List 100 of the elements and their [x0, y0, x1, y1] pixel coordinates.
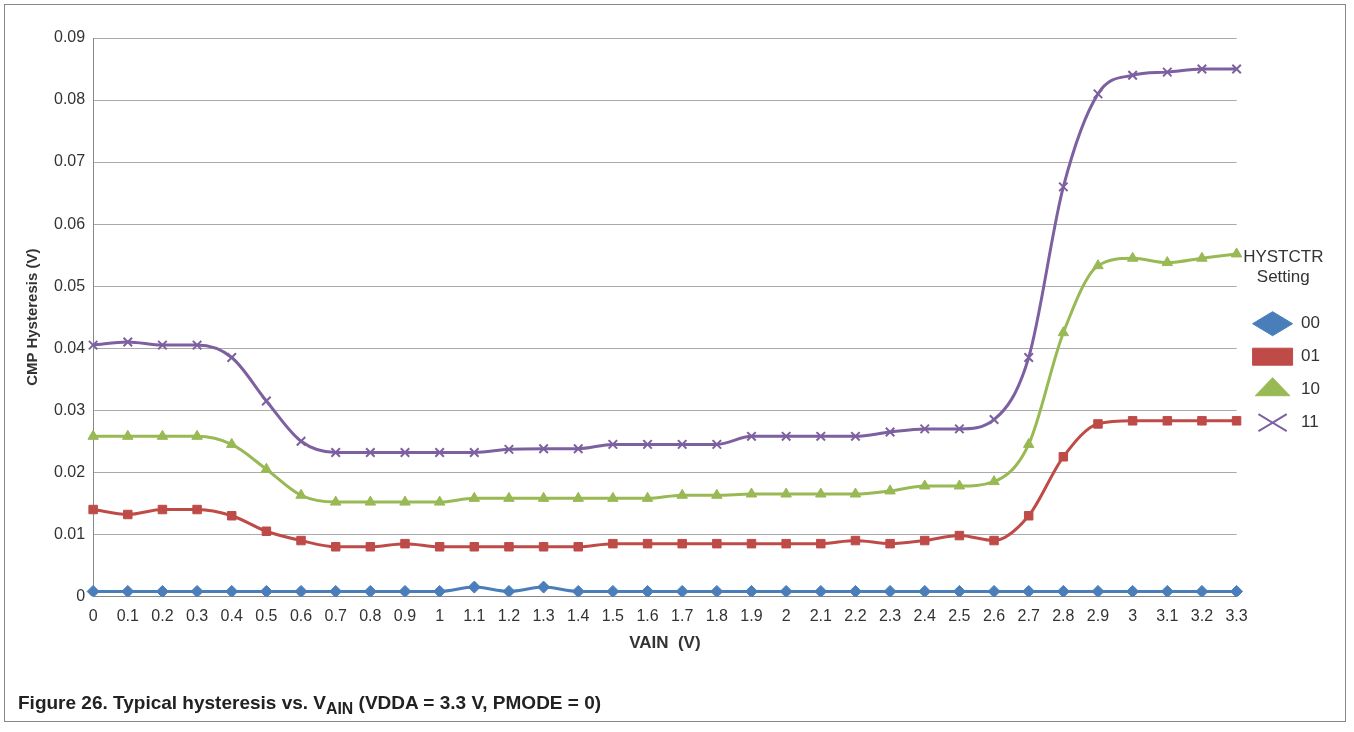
- x-tick-label: 0.2: [151, 607, 174, 625]
- x-tick-label: 0: [88, 607, 98, 625]
- point: [745, 487, 758, 498]
- point: [987, 584, 1001, 597]
- point: [157, 339, 168, 351]
- point: [433, 584, 447, 597]
- point: [1127, 69, 1138, 81]
- point: [1195, 584, 1209, 597]
- point: [294, 584, 308, 597]
- point: [885, 538, 895, 549]
- x-tick-label: 2.3: [878, 607, 902, 625]
- x-tick-label: 1.2: [497, 607, 521, 625]
- point: [780, 431, 792, 442]
- point: [296, 535, 306, 546]
- point: [364, 495, 377, 506]
- point: [156, 429, 169, 440]
- point: [1057, 326, 1070, 337]
- point: [191, 429, 203, 440]
- x-tick-label: 2.2: [844, 607, 867, 625]
- point: [190, 584, 204, 597]
- point: [710, 584, 724, 597]
- point: [744, 584, 758, 597]
- point: [919, 479, 931, 490]
- point: [365, 542, 376, 552]
- point: [226, 437, 238, 448]
- y-tick-label: 0.01: [54, 524, 86, 542]
- point: [433, 495, 446, 506]
- point: [642, 538, 653, 549]
- point: [227, 511, 237, 521]
- y-tick-label: 0.02: [54, 462, 86, 480]
- point: [572, 491, 584, 502]
- x-tick-label: 0.3: [185, 607, 209, 625]
- point: [1091, 584, 1105, 597]
- point: [780, 487, 792, 498]
- x-tick-label: 0.8: [359, 607, 382, 625]
- point: [1230, 584, 1244, 597]
- point: [711, 439, 723, 450]
- point: [123, 509, 133, 520]
- point: [677, 538, 687, 549]
- point: [1196, 63, 1208, 75]
- point: [1160, 584, 1174, 597]
- point: [1197, 416, 1207, 426]
- point: [848, 584, 862, 597]
- point: [814, 584, 828, 597]
- point: [157, 504, 168, 515]
- point: [952, 584, 966, 597]
- point: [607, 491, 619, 502]
- point: [363, 584, 377, 597]
- point: [779, 584, 793, 597]
- point: [920, 535, 930, 546]
- legend-label: 10: [1301, 379, 1321, 399]
- point: [155, 584, 169, 597]
- point: [1022, 584, 1036, 597]
- x-tick-label: 2.1: [809, 607, 833, 625]
- x-tick-label: 1.5: [601, 607, 625, 625]
- y-axis-title: CMP Hysteresis (V): [23, 248, 41, 386]
- point: [434, 447, 445, 458]
- point: [88, 504, 98, 515]
- point: [538, 542, 549, 552]
- x-tick-label: 0.1: [116, 607, 140, 625]
- point: [1162, 66, 1173, 78]
- point: [989, 535, 999, 546]
- point: [954, 423, 965, 435]
- caption: Figure 26. Typical hysteresis vs. V$_{AIN}$ (VDDA = 3.3 V, PMODE = 0): [18, 692, 602, 718]
- point: [538, 443, 549, 454]
- point: [399, 495, 411, 506]
- point: [850, 431, 861, 442]
- point: [815, 487, 827, 498]
- x-tick-label: 3: [1128, 607, 1138, 625]
- point: [122, 429, 134, 440]
- point: [712, 538, 722, 549]
- point: [988, 414, 1000, 425]
- point: [261, 395, 272, 407]
- point: [1161, 256, 1173, 267]
- point: [816, 538, 826, 549]
- point: [1092, 88, 1104, 100]
- point: [1092, 259, 1104, 270]
- point: [434, 542, 445, 552]
- point: [261, 526, 272, 536]
- y-tick-label: 0.04: [54, 338, 86, 356]
- x-tick-label: 0.5: [255, 607, 278, 625]
- point: [675, 584, 689, 597]
- x-tick-label: 2.4: [913, 607, 936, 625]
- point: [850, 535, 861, 546]
- point: [676, 488, 688, 499]
- y-tick-label: 0.07: [54, 152, 86, 170]
- point: [537, 580, 551, 594]
- point: [884, 484, 896, 495]
- x-tick-label: 1.7: [671, 607, 694, 625]
- x-tick-label: 1.9: [740, 607, 763, 625]
- legend-label: 11: [1301, 412, 1319, 432]
- point: [122, 336, 134, 348]
- y-tick-label: 0.05: [54, 276, 86, 294]
- x-tick-label: 2.7: [1017, 607, 1040, 625]
- x-tick-label: 2.8: [1052, 607, 1075, 625]
- point: [121, 584, 135, 597]
- point: [330, 542, 341, 552]
- x-axis-title: VAIN (V): [629, 633, 701, 653]
- y-tick-label: 0.03: [54, 400, 86, 418]
- point: [988, 475, 1000, 486]
